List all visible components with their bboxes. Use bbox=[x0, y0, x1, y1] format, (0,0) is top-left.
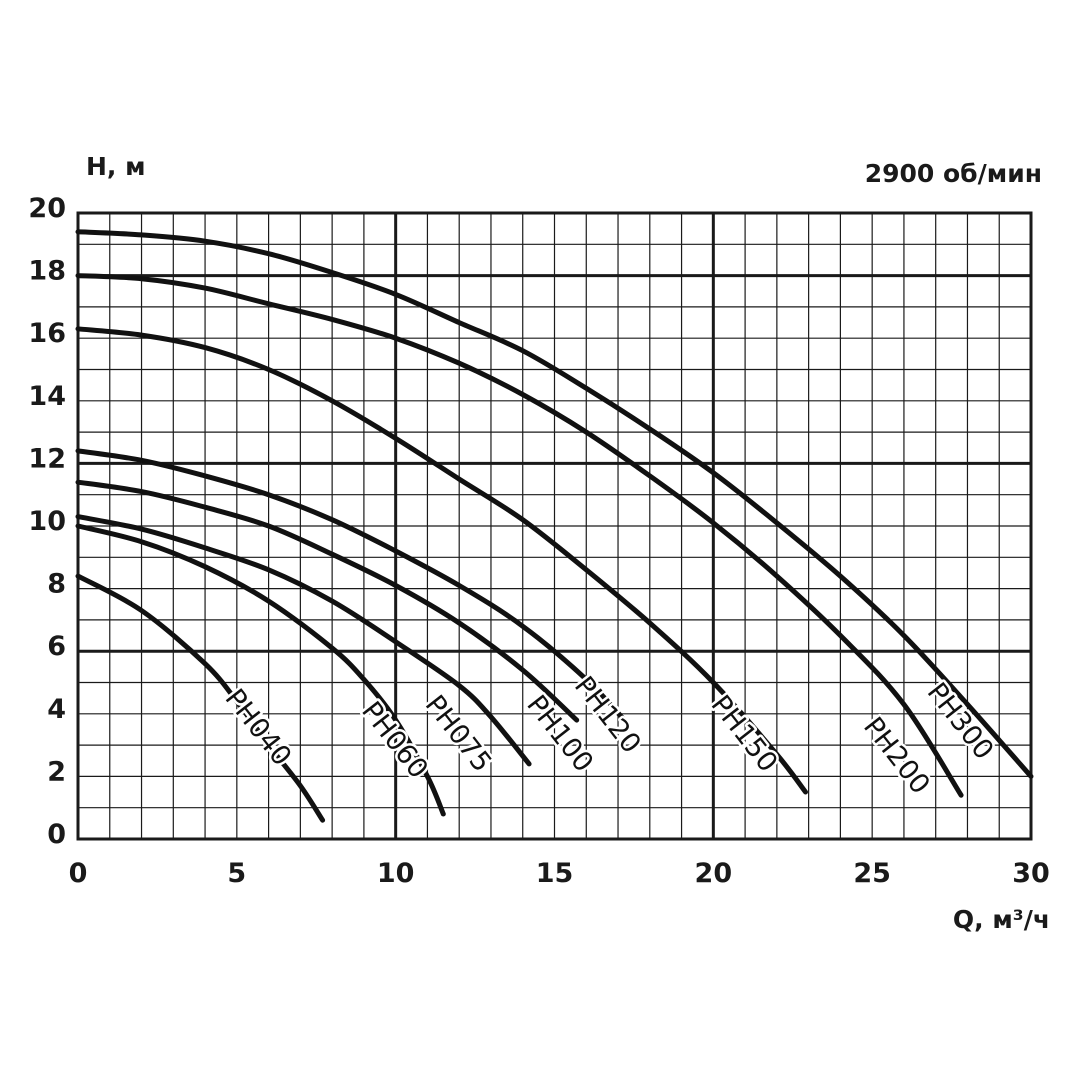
series-line-ph060 bbox=[75, 523, 446, 817]
x-tick-label: 10 bbox=[377, 858, 415, 889]
y-tick-label: 18 bbox=[28, 256, 66, 287]
series-line-ph150 bbox=[75, 326, 808, 795]
x-tick-label: 20 bbox=[695, 858, 733, 889]
y-tick-label: 6 bbox=[47, 631, 66, 662]
y-tick-label: 10 bbox=[28, 506, 66, 537]
y-tick-label: 20 bbox=[28, 193, 66, 224]
y-tick-labels: 0 2 4 6 8 10 12 14 16 18 20 bbox=[28, 193, 66, 850]
y-tick-label: 4 bbox=[47, 694, 66, 725]
curves bbox=[75, 229, 1034, 823]
series-line-ph300 bbox=[75, 229, 1034, 779]
series-line-ph100 bbox=[75, 479, 580, 723]
y-tick-label: 8 bbox=[47, 569, 66, 600]
x-tick-labels: 0 5 10 15 20 25 30 bbox=[69, 858, 1050, 889]
x-tick-label: 15 bbox=[536, 858, 574, 889]
y-tick-label: 16 bbox=[28, 318, 66, 349]
chart-title: 2900 об/мин bbox=[865, 159, 1042, 188]
series-line-ph120 bbox=[75, 448, 627, 723]
y-tick-label: 2 bbox=[47, 756, 66, 787]
y-tick-label: 12 bbox=[28, 443, 66, 474]
x-tick-label: 30 bbox=[1012, 858, 1050, 889]
series-label-ph200: PH200 bbox=[857, 712, 936, 801]
series-label-ph040: PH040 bbox=[219, 683, 298, 772]
series-label-ph150: PH150 bbox=[705, 690, 784, 779]
y-tick-label: 14 bbox=[28, 381, 66, 412]
y-axis-label: H, м bbox=[86, 152, 146, 181]
x-tick-label: 5 bbox=[227, 858, 246, 889]
series-line-ph075 bbox=[75, 514, 532, 767]
x-tick-label: 0 bbox=[69, 858, 88, 889]
x-tick-label: 25 bbox=[853, 858, 891, 889]
series-line-ph200 bbox=[75, 273, 964, 798]
x-axis-label: Q, м³/ч bbox=[953, 905, 1050, 934]
series-line-ph040 bbox=[75, 573, 326, 823]
y-tick-label: 0 bbox=[47, 819, 66, 850]
